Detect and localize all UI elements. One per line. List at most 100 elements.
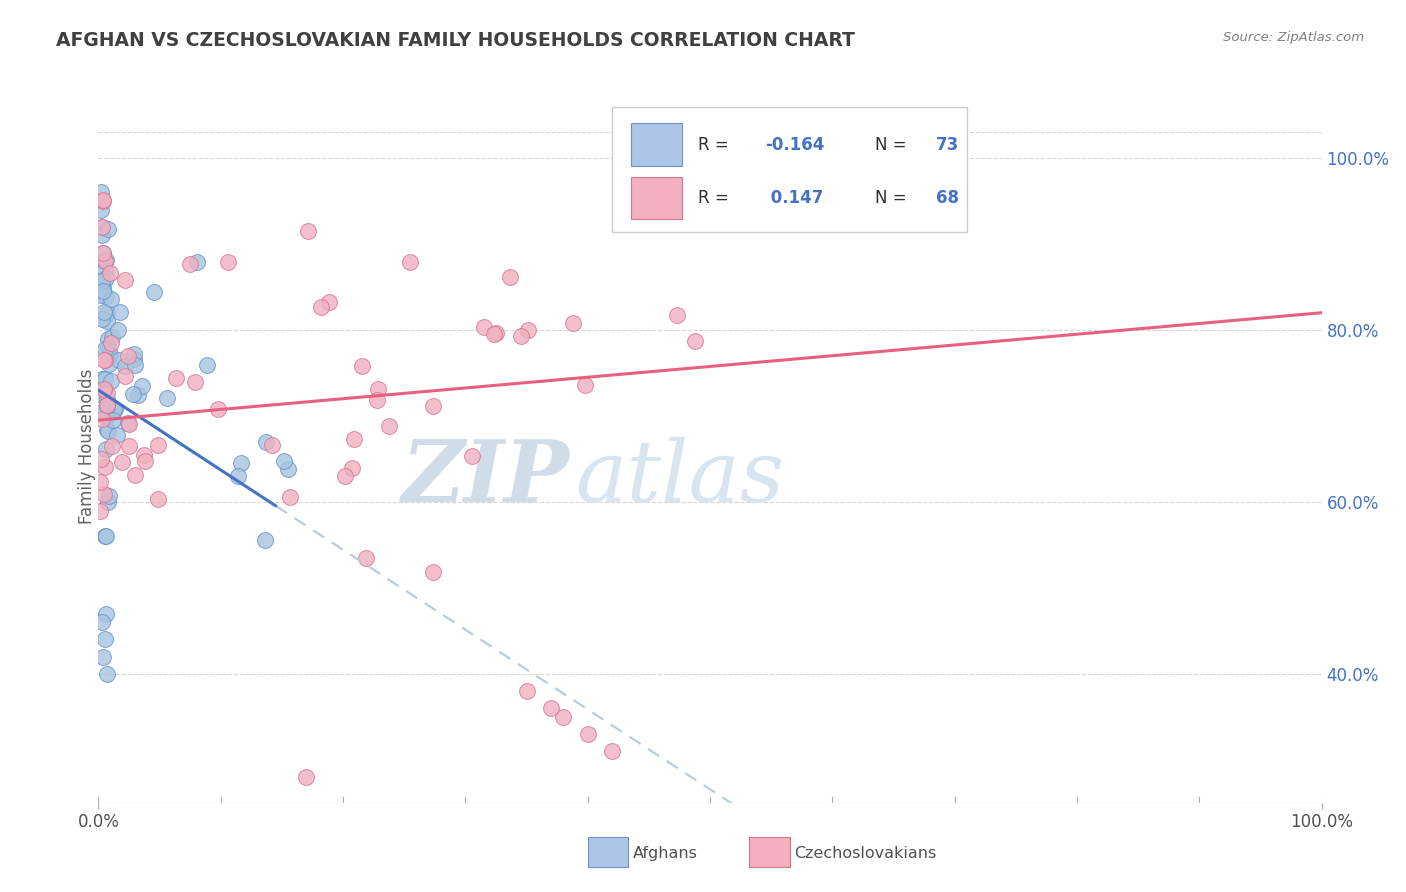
Point	[333, 469, 356, 483]
Point	[367, 383, 389, 397]
Point	[318, 295, 340, 310]
Text: N =: N =	[875, 136, 912, 153]
Point	[295, 770, 318, 784]
Point	[96, 392, 118, 406]
Point	[91, 194, 114, 208]
Point	[96, 314, 118, 328]
Point	[96, 253, 118, 268]
Point	[131, 379, 153, 393]
Point	[309, 300, 332, 314]
Point	[93, 254, 115, 268]
Point	[93, 254, 115, 268]
Point	[124, 358, 146, 372]
Point	[146, 491, 169, 506]
Point	[90, 412, 112, 426]
Text: Afghans: Afghans	[633, 847, 697, 861]
Point	[91, 219, 114, 234]
Point	[96, 409, 118, 423]
Text: atlas: atlas	[575, 437, 785, 519]
Point	[96, 423, 118, 437]
Point	[94, 342, 117, 356]
Text: 0.147: 0.147	[765, 189, 824, 207]
Point	[93, 487, 115, 501]
Point	[114, 359, 136, 373]
Text: N =: N =	[875, 189, 912, 207]
Point	[103, 413, 125, 427]
Point	[89, 475, 111, 490]
Point	[96, 399, 118, 413]
Text: Czechoslovakians: Czechoslovakians	[794, 847, 936, 861]
Text: 68: 68	[936, 189, 959, 207]
Point	[107, 353, 129, 368]
Point	[117, 417, 139, 431]
Point	[98, 266, 121, 280]
Point	[97, 332, 120, 346]
Point	[195, 358, 218, 372]
Point	[184, 376, 207, 390]
Point	[101, 330, 124, 344]
Text: 73: 73	[936, 136, 959, 153]
Point	[574, 377, 596, 392]
Point	[94, 529, 117, 543]
Point	[342, 461, 364, 475]
Point	[91, 312, 114, 326]
Point	[122, 347, 145, 361]
Point	[179, 257, 201, 271]
Point	[91, 245, 114, 260]
Point	[91, 274, 114, 288]
Point	[94, 382, 117, 396]
Point	[366, 393, 388, 408]
Point	[94, 271, 117, 285]
Point	[96, 306, 118, 320]
Point	[254, 435, 277, 450]
Point	[98, 349, 121, 363]
Point	[343, 432, 366, 446]
Point	[354, 551, 377, 566]
Point	[103, 401, 125, 416]
Point	[229, 456, 252, 470]
Point	[89, 288, 111, 302]
Point	[91, 615, 114, 630]
Point	[96, 386, 118, 401]
Point	[89, 388, 111, 402]
Point	[666, 308, 689, 322]
Point	[260, 438, 283, 452]
Point	[124, 468, 146, 483]
FancyBboxPatch shape	[630, 177, 682, 219]
Point	[90, 372, 112, 386]
Text: R =: R =	[697, 189, 734, 207]
Point	[422, 566, 444, 580]
Point	[148, 438, 170, 452]
Point	[378, 419, 401, 434]
Point	[165, 371, 187, 385]
Point	[156, 392, 179, 406]
Y-axis label: Family Households: Family Households	[79, 368, 96, 524]
Point	[89, 504, 111, 518]
Point	[111, 455, 134, 469]
Text: R =: R =	[697, 136, 734, 153]
Point	[96, 528, 118, 542]
Point	[399, 254, 422, 268]
Point	[93, 382, 115, 396]
Point	[94, 352, 117, 367]
Point	[90, 452, 112, 467]
Point	[485, 326, 508, 341]
Point	[142, 285, 165, 300]
Point	[90, 202, 112, 217]
Point	[90, 186, 112, 200]
Point	[91, 193, 114, 207]
Point	[515, 684, 537, 698]
Point	[105, 428, 128, 442]
Point	[96, 442, 118, 456]
Point	[273, 454, 295, 468]
Text: AFGHAN VS CZECHOSLOVAKIAN FAMILY HOUSEHOLDS CORRELATION CHART: AFGHAN VS CZECHOSLOVAKIAN FAMILY HOUSEHO…	[56, 31, 855, 50]
Point	[498, 270, 520, 285]
Point	[117, 349, 139, 363]
Point	[561, 316, 583, 330]
Point	[98, 357, 121, 371]
Point	[94, 460, 117, 475]
Point	[93, 632, 115, 647]
Point	[576, 727, 599, 741]
Point	[100, 335, 122, 350]
Point	[91, 219, 114, 234]
